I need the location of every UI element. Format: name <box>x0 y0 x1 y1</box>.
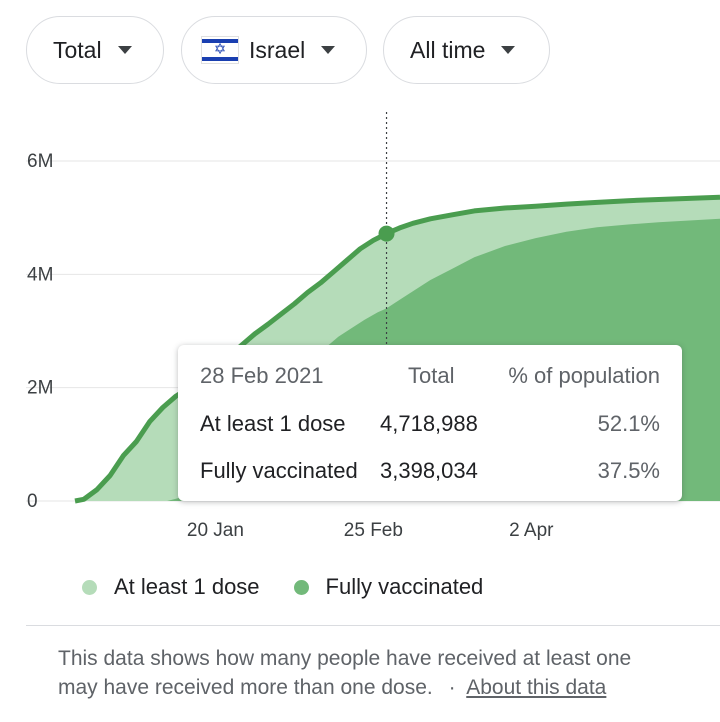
x-axis-labels: 20 Jan 25 Feb 2 Apr <box>187 520 554 541</box>
tooltip-header-total: Total <box>408 363 455 388</box>
x-tick-label: 20 Jan <box>187 520 244 541</box>
metric-dropdown[interactable]: Total <box>26 16 164 84</box>
tooltip-row-percent: 52.1% <box>597 411 660 436</box>
data-footnote: This data shows how many people have rec… <box>58 644 720 702</box>
tooltip-header-percent: % of population <box>508 363 660 388</box>
legend-swatch <box>82 579 97 595</box>
tooltip-row-label: Fully vaccinated <box>200 458 358 483</box>
footnote-separator: · <box>448 676 456 699</box>
about-this-data-link[interactable]: About this data <box>466 676 607 699</box>
footnote-text: may have received more than one dose. <box>58 676 433 699</box>
country-dropdown-label: Israel <box>249 36 306 63</box>
legend-item-at-least-one-dose[interactable]: At least 1 dose <box>82 574 260 600</box>
hover-indicator <box>378 112 395 501</box>
x-tick-label: 2 Apr <box>509 520 554 541</box>
divider <box>26 625 720 626</box>
legend-label: Fully vaccinated <box>325 574 484 599</box>
hover-point <box>378 225 395 242</box>
y-tick-label: 4M <box>27 264 53 285</box>
footnote-line: This data shows how many people have rec… <box>58 647 632 670</box>
chevron-down-icon <box>117 46 132 54</box>
tooltip-date: 28 Feb 2021 <box>200 363 324 388</box>
y-axis-labels: 0 2M 4M 6M <box>27 151 53 512</box>
tooltip-row-label: At least 1 dose <box>200 411 346 436</box>
israel-flag-icon: ✡ <box>201 36 239 64</box>
time-range-dropdown[interactable]: All time <box>383 16 550 84</box>
legend-label: At least 1 dose <box>114 574 260 599</box>
chevron-down-icon <box>321 46 336 54</box>
flag-stripe-top <box>202 39 238 43</box>
country-dropdown[interactable]: ✡ Israel <box>181 16 367 84</box>
y-tick-label: 0 <box>27 491 38 512</box>
chart-tooltip: 28 Feb 2021 Total % of population At lea… <box>178 345 682 501</box>
tooltip-row-total: 4,718,988 <box>380 411 478 436</box>
chart-legend: At least 1 dose Fully vaccinated <box>82 574 517 600</box>
footnote-line-2: may have received more than one dose. · … <box>58 673 720 702</box>
metric-dropdown-label: Total <box>53 36 102 63</box>
tooltip-row-total: 3,398,034 <box>380 458 478 483</box>
star-of-david-icon: ✡ <box>213 41 227 58</box>
time-range-dropdown-label: All time <box>410 36 486 63</box>
flag-stripe-bottom <box>202 57 238 61</box>
line-at-least-one-dose <box>74 194 720 504</box>
y-tick-label: 6M <box>27 151 53 172</box>
legend-item-fully-vaccinated[interactable]: Fully vaccinated <box>293 574 484 600</box>
tooltip-row-percent: 37.5% <box>597 458 660 483</box>
y-tick-label: 2M <box>27 378 53 399</box>
chevron-down-icon <box>501 46 516 54</box>
x-tick-label: 25 Feb <box>344 520 403 541</box>
legend-swatch <box>293 579 309 595</box>
